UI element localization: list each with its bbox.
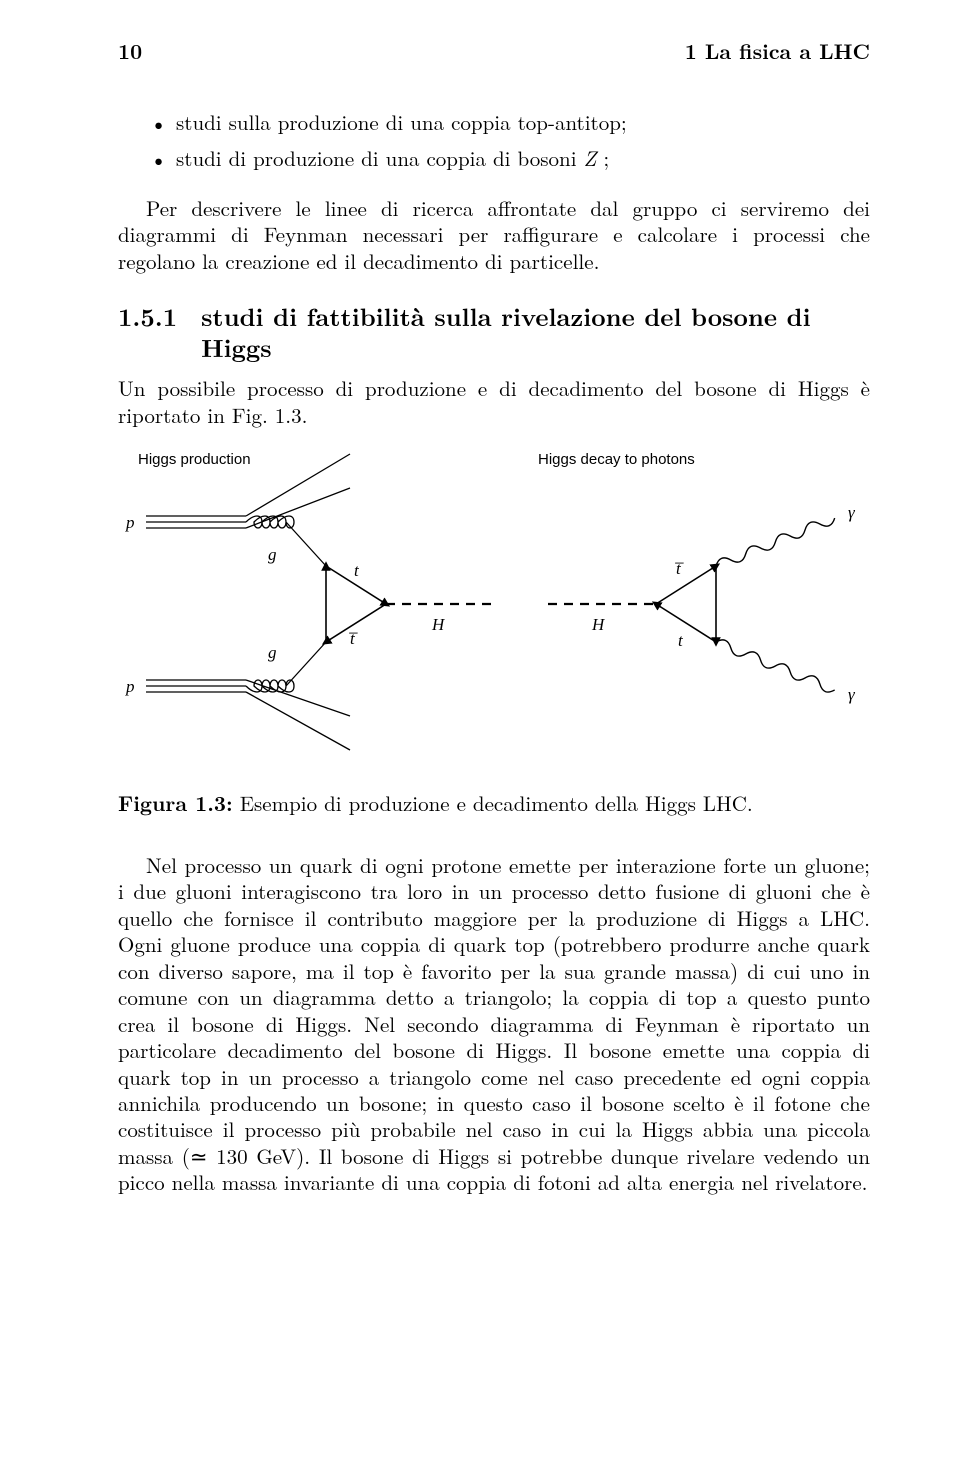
figure: Higgs production Higgs decay to photons … [118,448,870,818]
label-p-bottom: p [125,677,135,696]
section-heading: 1.5.1 studi di fattibilità sulla rivelaz… [118,302,870,363]
bullet-item: studi sulla produzione di una coppia top… [162,108,870,136]
bullet-text: studi di produzione di una coppia di bos… [176,143,609,173]
running-title: 1 La fisica a LHC [685,36,870,66]
label-H-left: H [431,615,446,634]
diagram-title-right: Higgs decay to photons [538,451,695,468]
intro-paragraph: Per descrivere le linee di ricerca aﬀron… [118,195,870,274]
label-g-top: g [268,545,277,564]
page-number: 10 [118,36,142,66]
figure-caption-text: Esempio di produzione e decadimento dell… [240,788,753,818]
label-gamma-top: γ [848,503,856,522]
running-header: 10 1 La fisica a LHC [118,36,870,66]
label-tbar-right: t̅ [674,559,684,578]
label-g-bottom: g [268,643,277,662]
label-t-left: t [354,561,360,580]
bullet-item: studi di produzione di una coppia di bos… [162,144,870,172]
feynman-diagram: Higgs production Higgs decay to photons … [118,448,870,758]
paragraph: Un possibile processo di produzione e di… [118,375,870,428]
figure-label: Figura 1.3: [118,788,233,818]
label-t-right: t [678,631,684,650]
page-content: 10 1 La fisica a LHC studi sulla produzi… [0,0,960,1276]
label-tbar-left: t̅ [348,629,358,648]
label-gamma-bottom: γ [848,685,856,704]
bullet-list: studi sulla produzione di una coppia top… [118,108,870,173]
body-paragraph: Nel processo un quark di ogni protone em… [118,852,870,1196]
section-title: studi di fattibilità sulla rivelazione d… [201,302,870,363]
label-p-top: p [125,513,135,532]
label-H-right: H [591,615,606,634]
figure-caption: Figura 1.3: Esempio di produzione e deca… [118,788,870,818]
bullet-text: studi sulla produzione di una coppia top… [176,107,627,137]
diagram-title-left: Higgs production [138,451,251,468]
section-number: 1.5.1 [118,302,177,363]
